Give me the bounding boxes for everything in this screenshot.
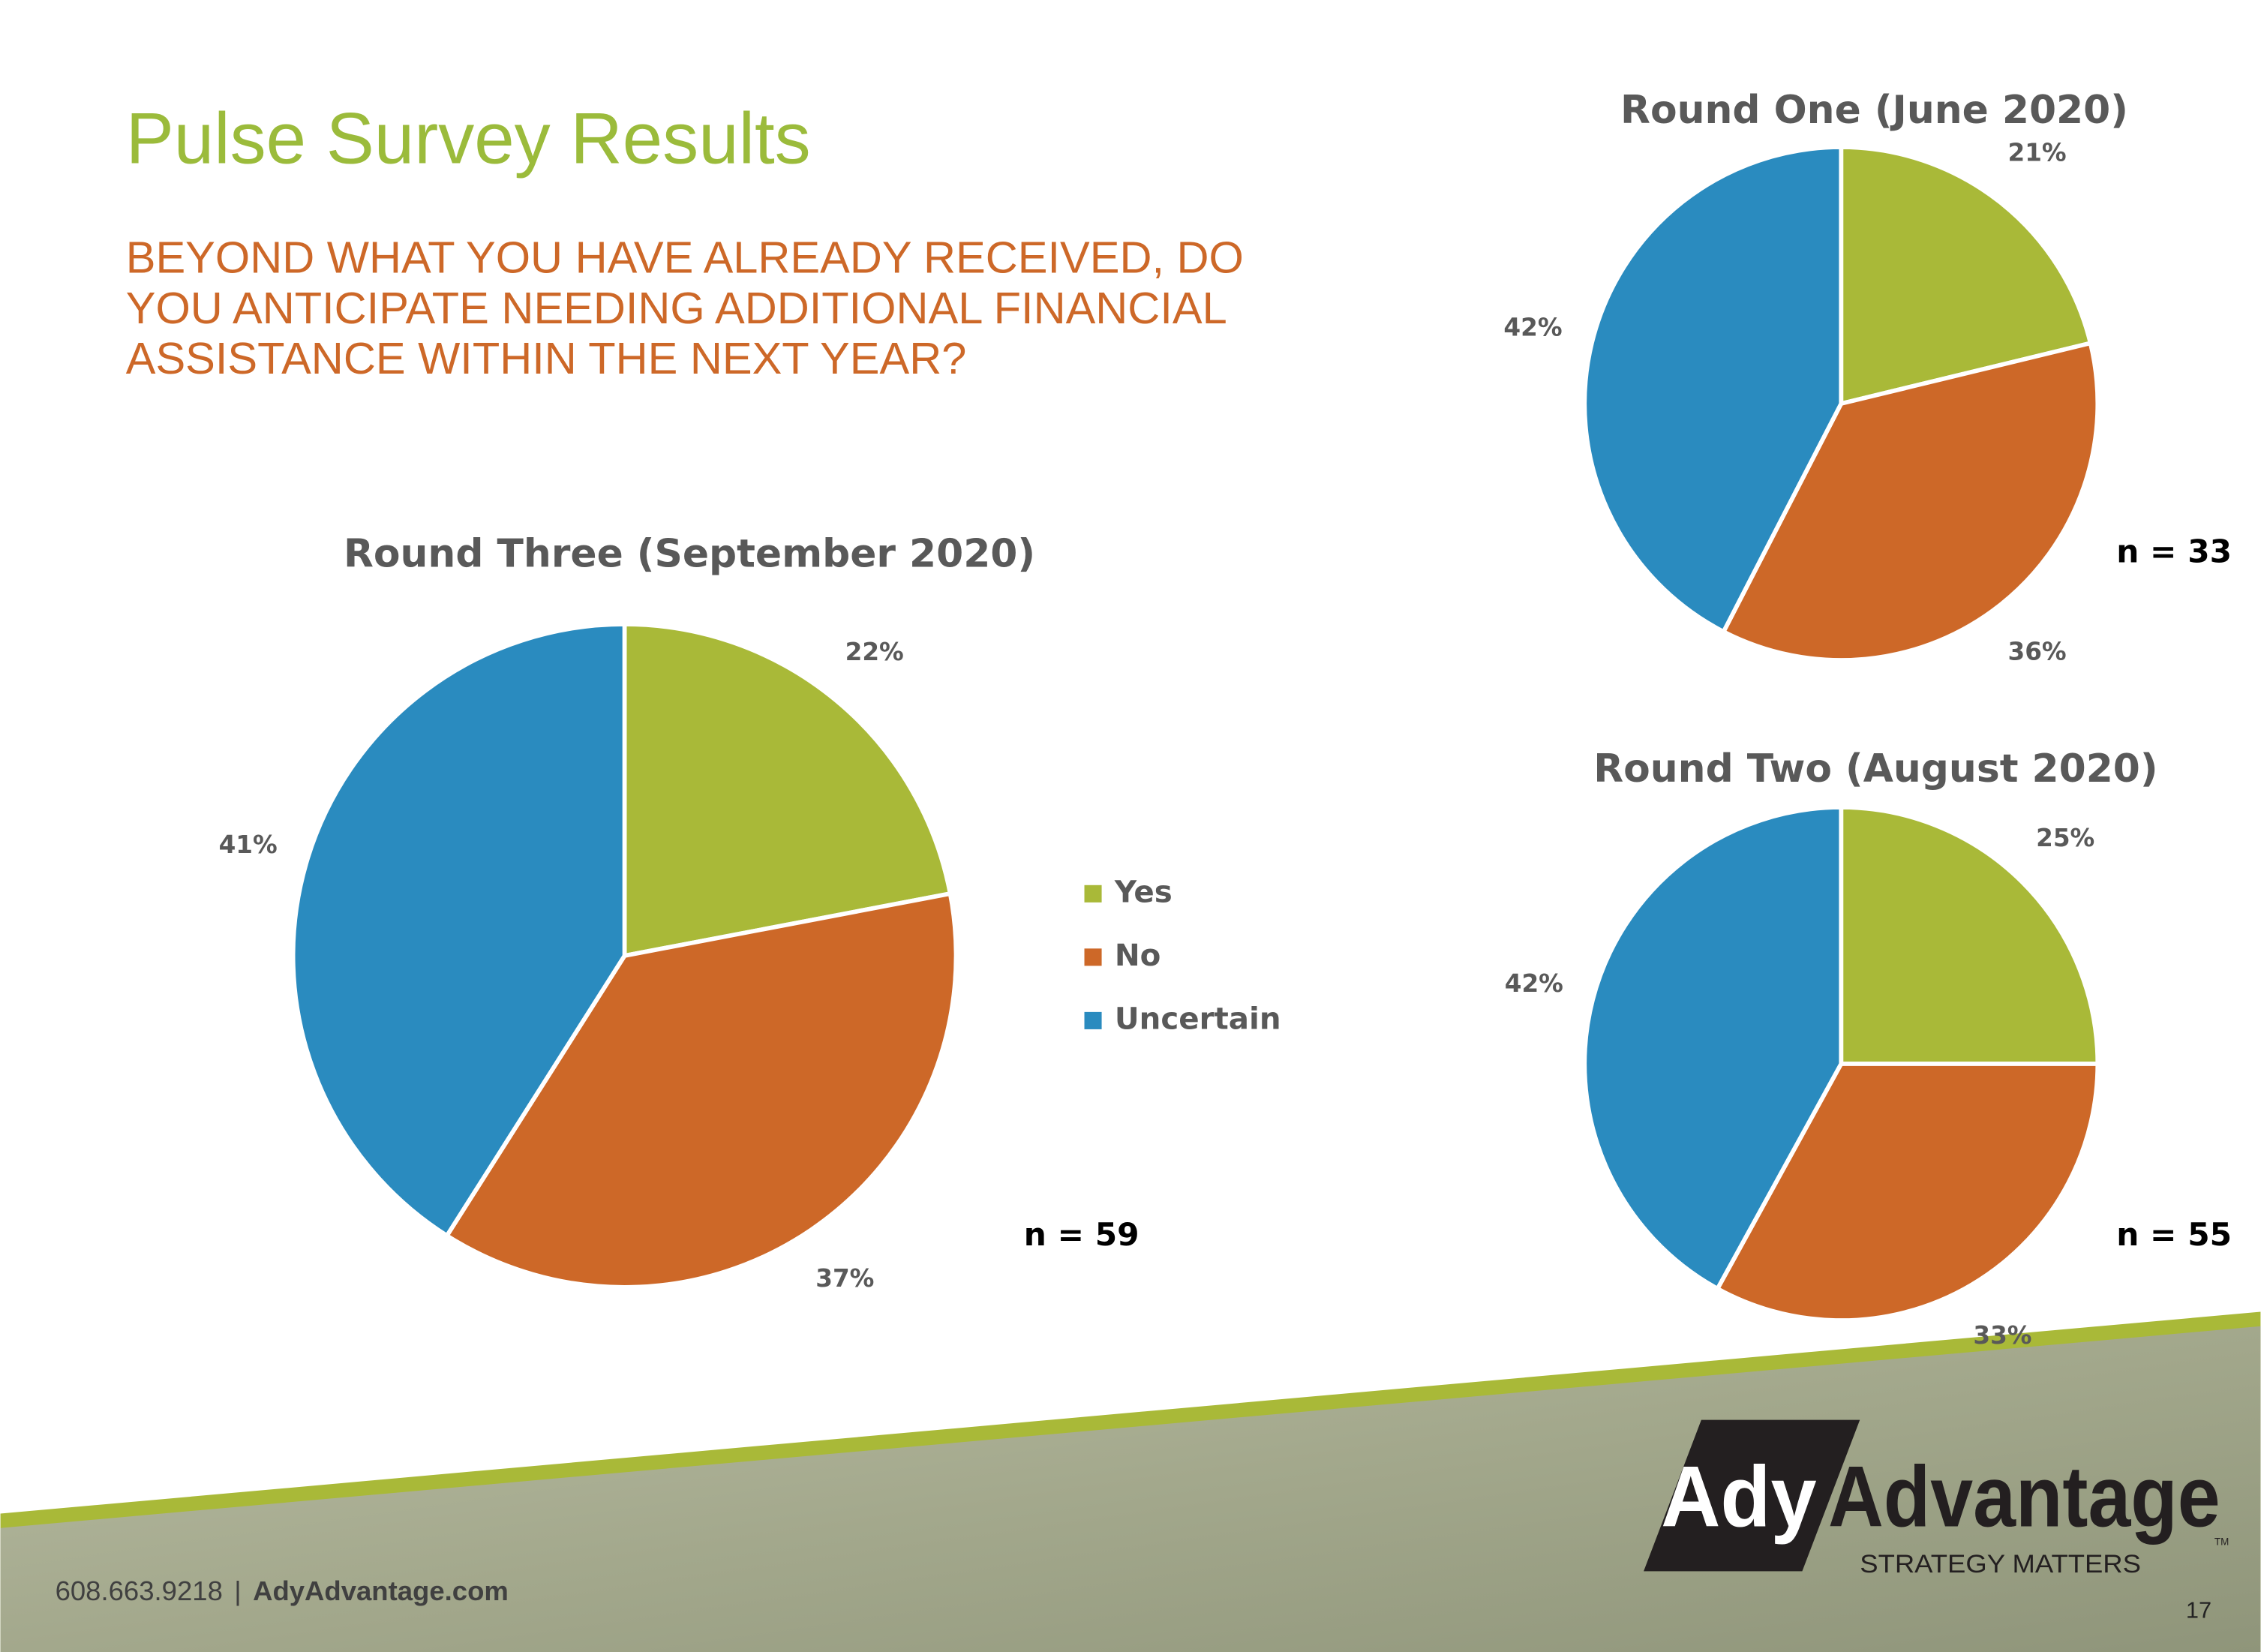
pie-slice: [290, 622, 627, 1239]
pie-slice: [1714, 1062, 2100, 1323]
phone: 608.663.9218: [56, 1575, 223, 1606]
question-line: BEYOND WHAT YOU HAVE ALREADY RECEIVED, D…: [126, 233, 1244, 283]
legend-label: Yes: [1114, 874, 1173, 909]
legend-label: No: [1115, 938, 1161, 973]
separator: |: [234, 1575, 241, 1606]
data-label: 42%: [1503, 313, 1562, 341]
pie-chart: Round Three (September 2020) 22% 37% 41% n =…: [219, 532, 1281, 1293]
legend: Yes No Uncertain: [1084, 874, 1281, 1036]
legend-swatch: [1084, 1011, 1102, 1029]
legend-label: Uncertain: [1115, 1001, 1281, 1036]
data-label: 36%: [2008, 637, 2067, 665]
chart-title: Round Three (September 2020): [344, 532, 1035, 577]
data-label: 25%: [2036, 824, 2094, 852]
chart-title: Round One (June 2020): [1620, 88, 2128, 133]
pie-slice: [1582, 145, 1844, 635]
footer-contact: 608.663.9218 | AdyAdvantage.com: [56, 1575, 509, 1606]
data-label: 21%: [2008, 139, 2067, 167]
charts: Round Three (September 2020) 22% 37% 41% n =…: [219, 88, 2232, 1350]
logo-part2: Advantage: [1828, 1449, 2220, 1545]
question-line: ASSISTANCE WITHIN THE NEXT YEAR?: [126, 333, 967, 383]
pie-slice: [1839, 145, 2094, 407]
legend-swatch: [1084, 885, 1102, 903]
sample-size: n = 33: [2116, 533, 2232, 569]
legend-swatch: [1084, 948, 1102, 966]
data-label: 37%: [815, 1264, 874, 1293]
data-label: 33%: [1973, 1321, 2031, 1350]
pie-chart: Round One (June 2020) 21% 36% 42% n = 33: [1503, 88, 2232, 665]
data-label: 22%: [845, 638, 904, 666]
pie-chart: Round Two (August 2020) 25% 33% 42% n = 55: [1505, 746, 2232, 1350]
question-line: YOU ANTICIPATE NEEDING ADDITIONAL FINANC…: [126, 283, 1227, 333]
slide-title: Pulse Survey Results: [126, 99, 811, 179]
pie-slice: [1720, 340, 2100, 662]
page-number: 17: [2186, 1596, 2211, 1623]
pie-slice: [1839, 805, 2100, 1066]
logo-shape: [1644, 1419, 1860, 1572]
logo-tagline: STRATEGY MATTERS: [1860, 1550, 2141, 1578]
logo-trademark: TM: [2214, 1536, 2229, 1548]
data-label: 41%: [219, 831, 278, 859]
pie-slice: [1582, 805, 1844, 1292]
sample-size: n = 55: [2116, 1216, 2232, 1253]
question: BEYOND WHAT YOU HAVE ALREADY RECEIVED, D…: [126, 233, 1244, 384]
website[interactable]: AdyAdvantage.com: [253, 1575, 509, 1606]
pie-slice: [622, 622, 953, 959]
logo-part1: Ady: [1661, 1449, 1817, 1545]
pie-slice: [443, 891, 959, 1290]
chart-title: Round Two (August 2020): [1593, 746, 2157, 791]
sample-size: n = 59: [1024, 1216, 1140, 1253]
data-label: 42%: [1505, 969, 1563, 998]
